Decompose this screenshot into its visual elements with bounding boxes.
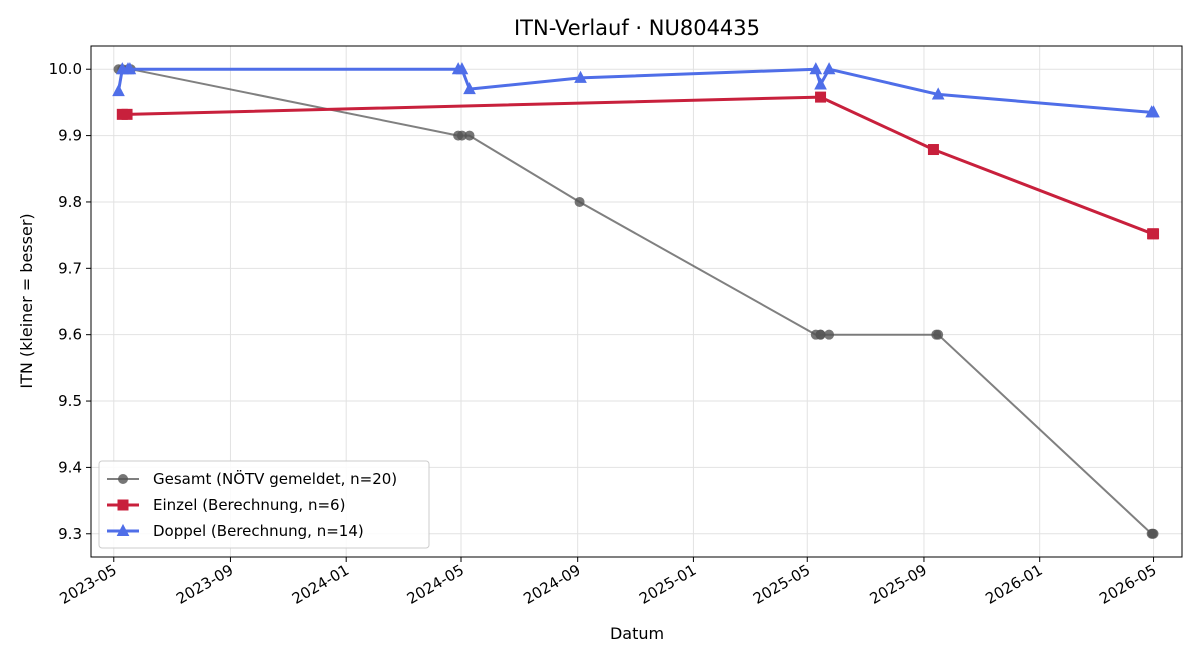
- data-point: [1147, 105, 1160, 118]
- data-point: [927, 144, 939, 156]
- data-point: [121, 108, 133, 120]
- data-point: [933, 329, 944, 340]
- legend-entry: Einzel (Berechnung, n=6): [107, 496, 345, 514]
- y-tick-label: 10.0: [49, 60, 82, 78]
- data-point: [455, 62, 469, 75]
- legend-marker: [117, 499, 129, 511]
- series-line: [122, 95, 1155, 236]
- data-point: [822, 62, 836, 75]
- data-point: [574, 196, 585, 207]
- legend-box: [98, 460, 430, 549]
- x-tick-label: 2024-05: [404, 561, 467, 608]
- series-3: [112, 62, 1160, 118]
- legend-marker: [118, 474, 128, 484]
- y-tick-label: 9.5: [58, 392, 82, 410]
- legend-entry: Gesamt (NÖTV gemeldet, n=20): [107, 469, 397, 488]
- x-axis-label: Datum: [610, 624, 664, 643]
- y-tick-label: 9.4: [58, 458, 82, 476]
- x-tick-label: 2025-05: [750, 561, 813, 608]
- plot-frame: [90, 45, 1183, 558]
- y-axis-label: ITN (kleiner = besser): [17, 213, 36, 388]
- y-tick-label: 9.8: [58, 193, 82, 211]
- y-tick-label: 9.7: [58, 259, 82, 277]
- series-line: [117, 67, 1154, 114]
- x-tick-label: 2026-05: [1096, 561, 1159, 608]
- data-point: [1148, 228, 1160, 240]
- x-tick-label: 2024-01: [289, 561, 352, 608]
- legend-label: Einzel (Berechnung, n=6): [153, 496, 345, 514]
- data-point: [123, 62, 137, 75]
- data-point: [574, 70, 587, 83]
- legend-label: Doppel (Berechnung, n=14): [153, 522, 364, 540]
- y-tick-label: 9.3: [58, 525, 82, 543]
- y-tick-label: 9.6: [58, 326, 82, 344]
- chart-title: ITN-Verlauf · NU804435: [514, 16, 760, 40]
- legend-marker: [116, 523, 130, 536]
- data-point: [1148, 528, 1159, 539]
- data-point: [824, 329, 835, 340]
- series-2: [116, 91, 1160, 240]
- x-tick-label: 2025-09: [867, 561, 930, 608]
- series-layer: [112, 62, 1160, 539]
- x-tick-label: 2024-09: [520, 561, 583, 608]
- legend: Gesamt (NÖTV gemeldet, n=20) Einzel (Bere…: [98, 460, 430, 549]
- data-point: [815, 91, 827, 103]
- data-point: [809, 62, 823, 75]
- data-point: [814, 77, 827, 90]
- x-tick-label: 2023-09: [173, 561, 236, 608]
- data-point: [815, 329, 826, 340]
- data-point: [931, 87, 945, 100]
- legend-entry: Doppel (Berechnung, n=14): [107, 522, 364, 540]
- data-point: [464, 130, 475, 141]
- x-tick-label: 2025-01: [636, 561, 699, 608]
- x-tick-label: 2026-01: [982, 561, 1045, 608]
- data-point: [112, 84, 125, 97]
- y-tick-label: 9.9: [58, 127, 82, 145]
- legend-label: Gesamt (NÖTV gemeldet, n=20): [153, 469, 397, 488]
- data-point: [463, 82, 476, 95]
- x-tick-label: 2023-05: [56, 561, 119, 608]
